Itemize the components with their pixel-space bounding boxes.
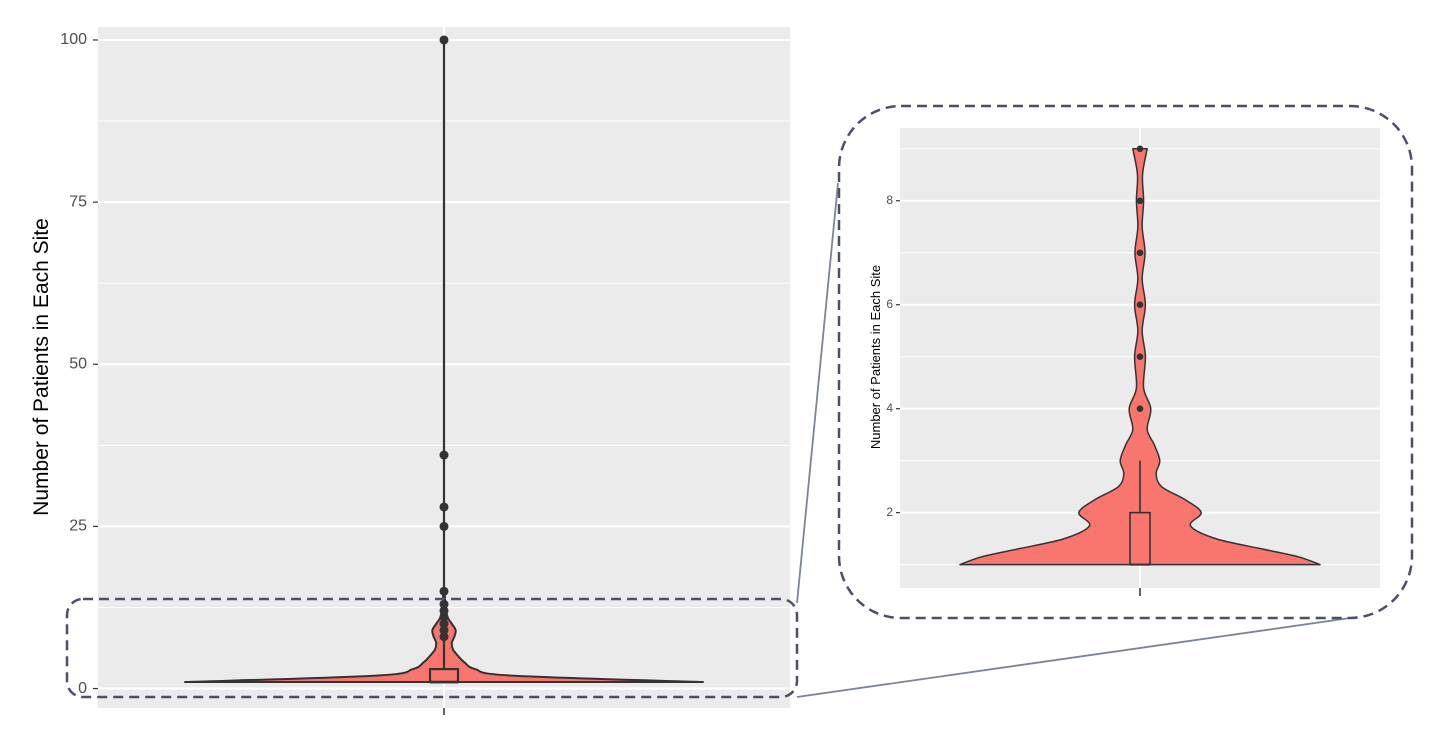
outlier-point [439,612,449,622]
main-outlier-points [439,35,449,644]
outlier-point [439,599,449,609]
inset-outline [837,104,1414,620]
inset-y-axis-title: Number of Patients in Each Site [868,265,883,449]
zoom-annotation [65,104,1414,699]
box-iqr [428,667,460,684]
y-tick-label: 2 [886,505,893,519]
main-boxplot [428,643,460,684]
y-tick-label: 75 [69,193,87,210]
outlier-point [439,502,449,512]
y-tick-label: 50 [69,355,87,372]
outlier-point [1136,301,1144,309]
zoom-connector-lower [796,616,1358,698]
inset-boxplot [1129,460,1151,566]
outlier-point [1136,197,1144,205]
outlier-point [439,35,449,45]
outlier-point [1136,145,1144,153]
y-tick-label: 8 [886,193,893,207]
box-iqr [1129,511,1151,566]
inset-outlier-points [1136,145,1144,412]
outlier-point [1136,405,1144,412]
main-y-axis-title: Number of Patients in Each Site [30,218,53,516]
outlier-point [1136,353,1144,361]
outlier-point [1136,249,1144,257]
main-chart: 0 25 50 75 100 Number of Patients in Each Si… [30,27,790,715]
y-tick-label: 4 [886,401,893,415]
outlier-point [439,625,449,635]
y-tick-label: 6 [886,297,893,311]
outlier-point [439,450,449,460]
y-tick-label: 100 [60,31,87,48]
main-y-axis-ticks: 0 25 50 75 100 [60,31,98,697]
outlier-point [439,619,449,629]
zoom-connector-upper [796,182,839,604]
y-tick-label: 25 [69,518,87,535]
outlier-point [439,521,449,531]
y-tick-label: 0 [78,680,87,697]
inset-chart: 2 4 6 8 Number of Patients in Each Site [868,128,1380,596]
outlier-point [439,586,449,596]
outlier-point [439,632,449,642]
zoom-region-outline [65,597,799,699]
outlier-point [439,606,449,616]
inset-y-axis-ticks: 2 4 6 8 [886,193,900,519]
